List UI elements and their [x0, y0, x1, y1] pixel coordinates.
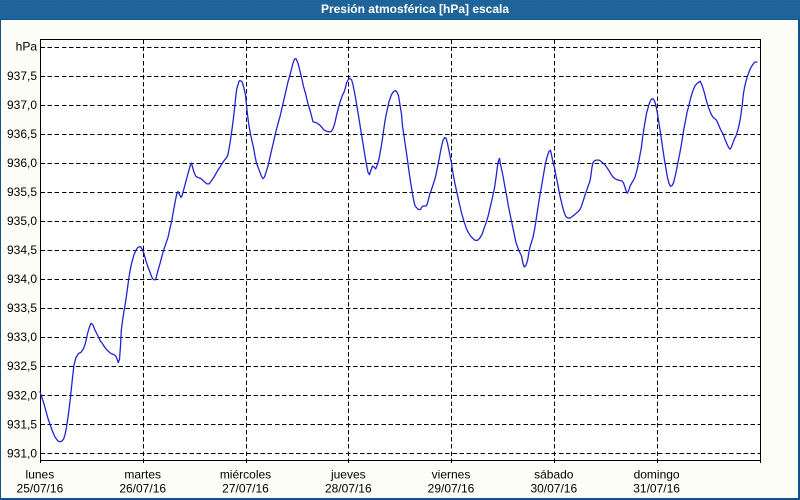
svg-text:31/07/16: 31/07/16 [633, 482, 680, 496]
svg-text:932,5: 932,5 [7, 359, 37, 373]
svg-text:936,0: 936,0 [7, 156, 37, 170]
svg-text:29/07/16: 29/07/16 [428, 482, 475, 496]
svg-text:27/07/16: 27/07/16 [222, 482, 269, 496]
svg-text:martes: martes [124, 468, 161, 482]
svg-text:936,5: 936,5 [7, 127, 37, 141]
svg-text:30/07/16: 30/07/16 [530, 482, 577, 496]
svg-text:26/07/16: 26/07/16 [119, 482, 166, 496]
svg-text:lunes: lunes [26, 468, 55, 482]
svg-text:jueves: jueves [330, 468, 366, 482]
svg-text:hPa: hPa [16, 40, 38, 54]
svg-text:935,5: 935,5 [7, 185, 37, 199]
svg-text:931,0: 931,0 [7, 446, 37, 460]
svg-text:28/07/16: 28/07/16 [325, 482, 372, 496]
svg-text:934,5: 934,5 [7, 243, 37, 257]
svg-text:933,5: 933,5 [7, 301, 37, 315]
svg-text:937,0: 937,0 [7, 98, 37, 112]
svg-text:935,0: 935,0 [7, 214, 37, 228]
svg-text:sábado: sábado [534, 468, 574, 482]
svg-text:932,0: 932,0 [7, 388, 37, 402]
svg-text:25/07/16: 25/07/16 [17, 482, 64, 496]
svg-text:miércoles: miércoles [220, 468, 271, 482]
svg-text:domingo: domingo [634, 468, 680, 482]
svg-text:viernes: viernes [432, 468, 471, 482]
svg-text:934,0: 934,0 [7, 272, 37, 286]
svg-text:931,5: 931,5 [7, 417, 37, 431]
svg-text:937,5: 937,5 [7, 69, 37, 83]
svg-text:933,0: 933,0 [7, 330, 37, 344]
